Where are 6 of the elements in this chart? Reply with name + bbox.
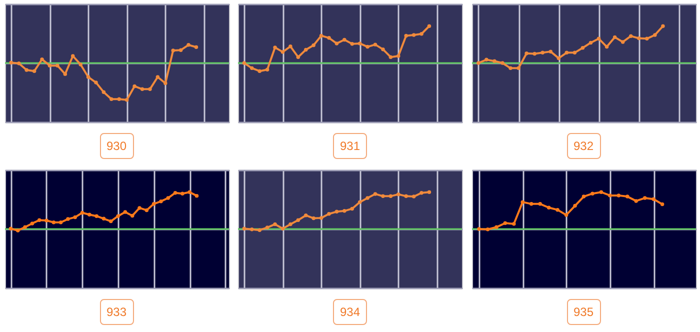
text: 932 [566,133,601,159]
text: 935 [566,299,601,325]
text: 933 [99,299,134,325]
text: 930 [99,133,134,159]
text: 934 [332,299,368,325]
text: 931 [332,133,368,159]
